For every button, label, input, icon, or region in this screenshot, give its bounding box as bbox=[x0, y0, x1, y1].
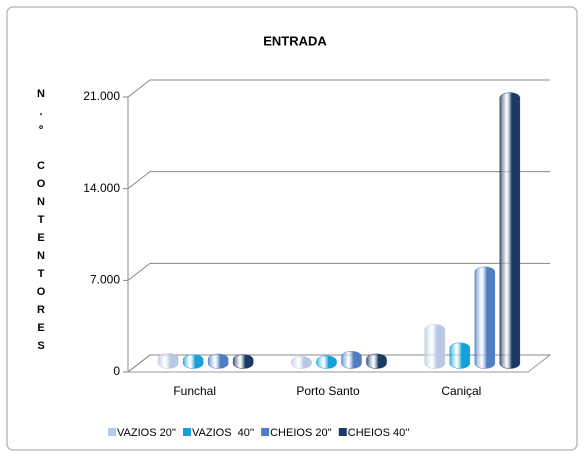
grid-line bbox=[123, 171, 550, 190]
bar bbox=[341, 351, 362, 369]
grid-line bbox=[123, 79, 550, 98]
y-tick-label: 7.000 bbox=[90, 273, 120, 287]
bar bbox=[474, 266, 496, 369]
bar bbox=[499, 92, 521, 369]
chart-border bbox=[6, 6, 578, 451]
legend-label: CHEIOS 20'' bbox=[270, 427, 332, 439]
bar bbox=[449, 342, 471, 369]
legend-swatch bbox=[338, 428, 347, 436]
bar bbox=[232, 354, 254, 369]
bar bbox=[207, 353, 229, 369]
x-tick-label: Caniçal bbox=[441, 384, 481, 398]
legend-label: CHEIOS 40'' bbox=[348, 427, 410, 439]
legend-swatch bbox=[261, 428, 270, 436]
legend-swatch bbox=[183, 428, 192, 436]
x-tick-label: Porto Santo bbox=[296, 384, 360, 398]
bar bbox=[182, 354, 204, 369]
bar bbox=[424, 324, 446, 369]
bar bbox=[291, 356, 312, 369]
bar bbox=[316, 355, 337, 369]
y-tick-label: 21.000 bbox=[83, 89, 120, 103]
grid-line bbox=[123, 262, 550, 281]
legend-swatch bbox=[108, 428, 116, 436]
y-tick-label: 0 bbox=[113, 364, 120, 378]
x-tick-label: Funchal bbox=[173, 384, 216, 398]
bar bbox=[366, 353, 387, 369]
legend-label: VAZIOS 20'' bbox=[117, 427, 176, 439]
y-tick-label: 14.000 bbox=[83, 181, 120, 195]
y-axis-label: N.º CONTENTORES bbox=[35, 88, 47, 358]
chart-title: ENTRADA bbox=[263, 33, 327, 48]
bar bbox=[157, 353, 179, 369]
legend-label: VAZIOS 40'' bbox=[192, 427, 254, 439]
